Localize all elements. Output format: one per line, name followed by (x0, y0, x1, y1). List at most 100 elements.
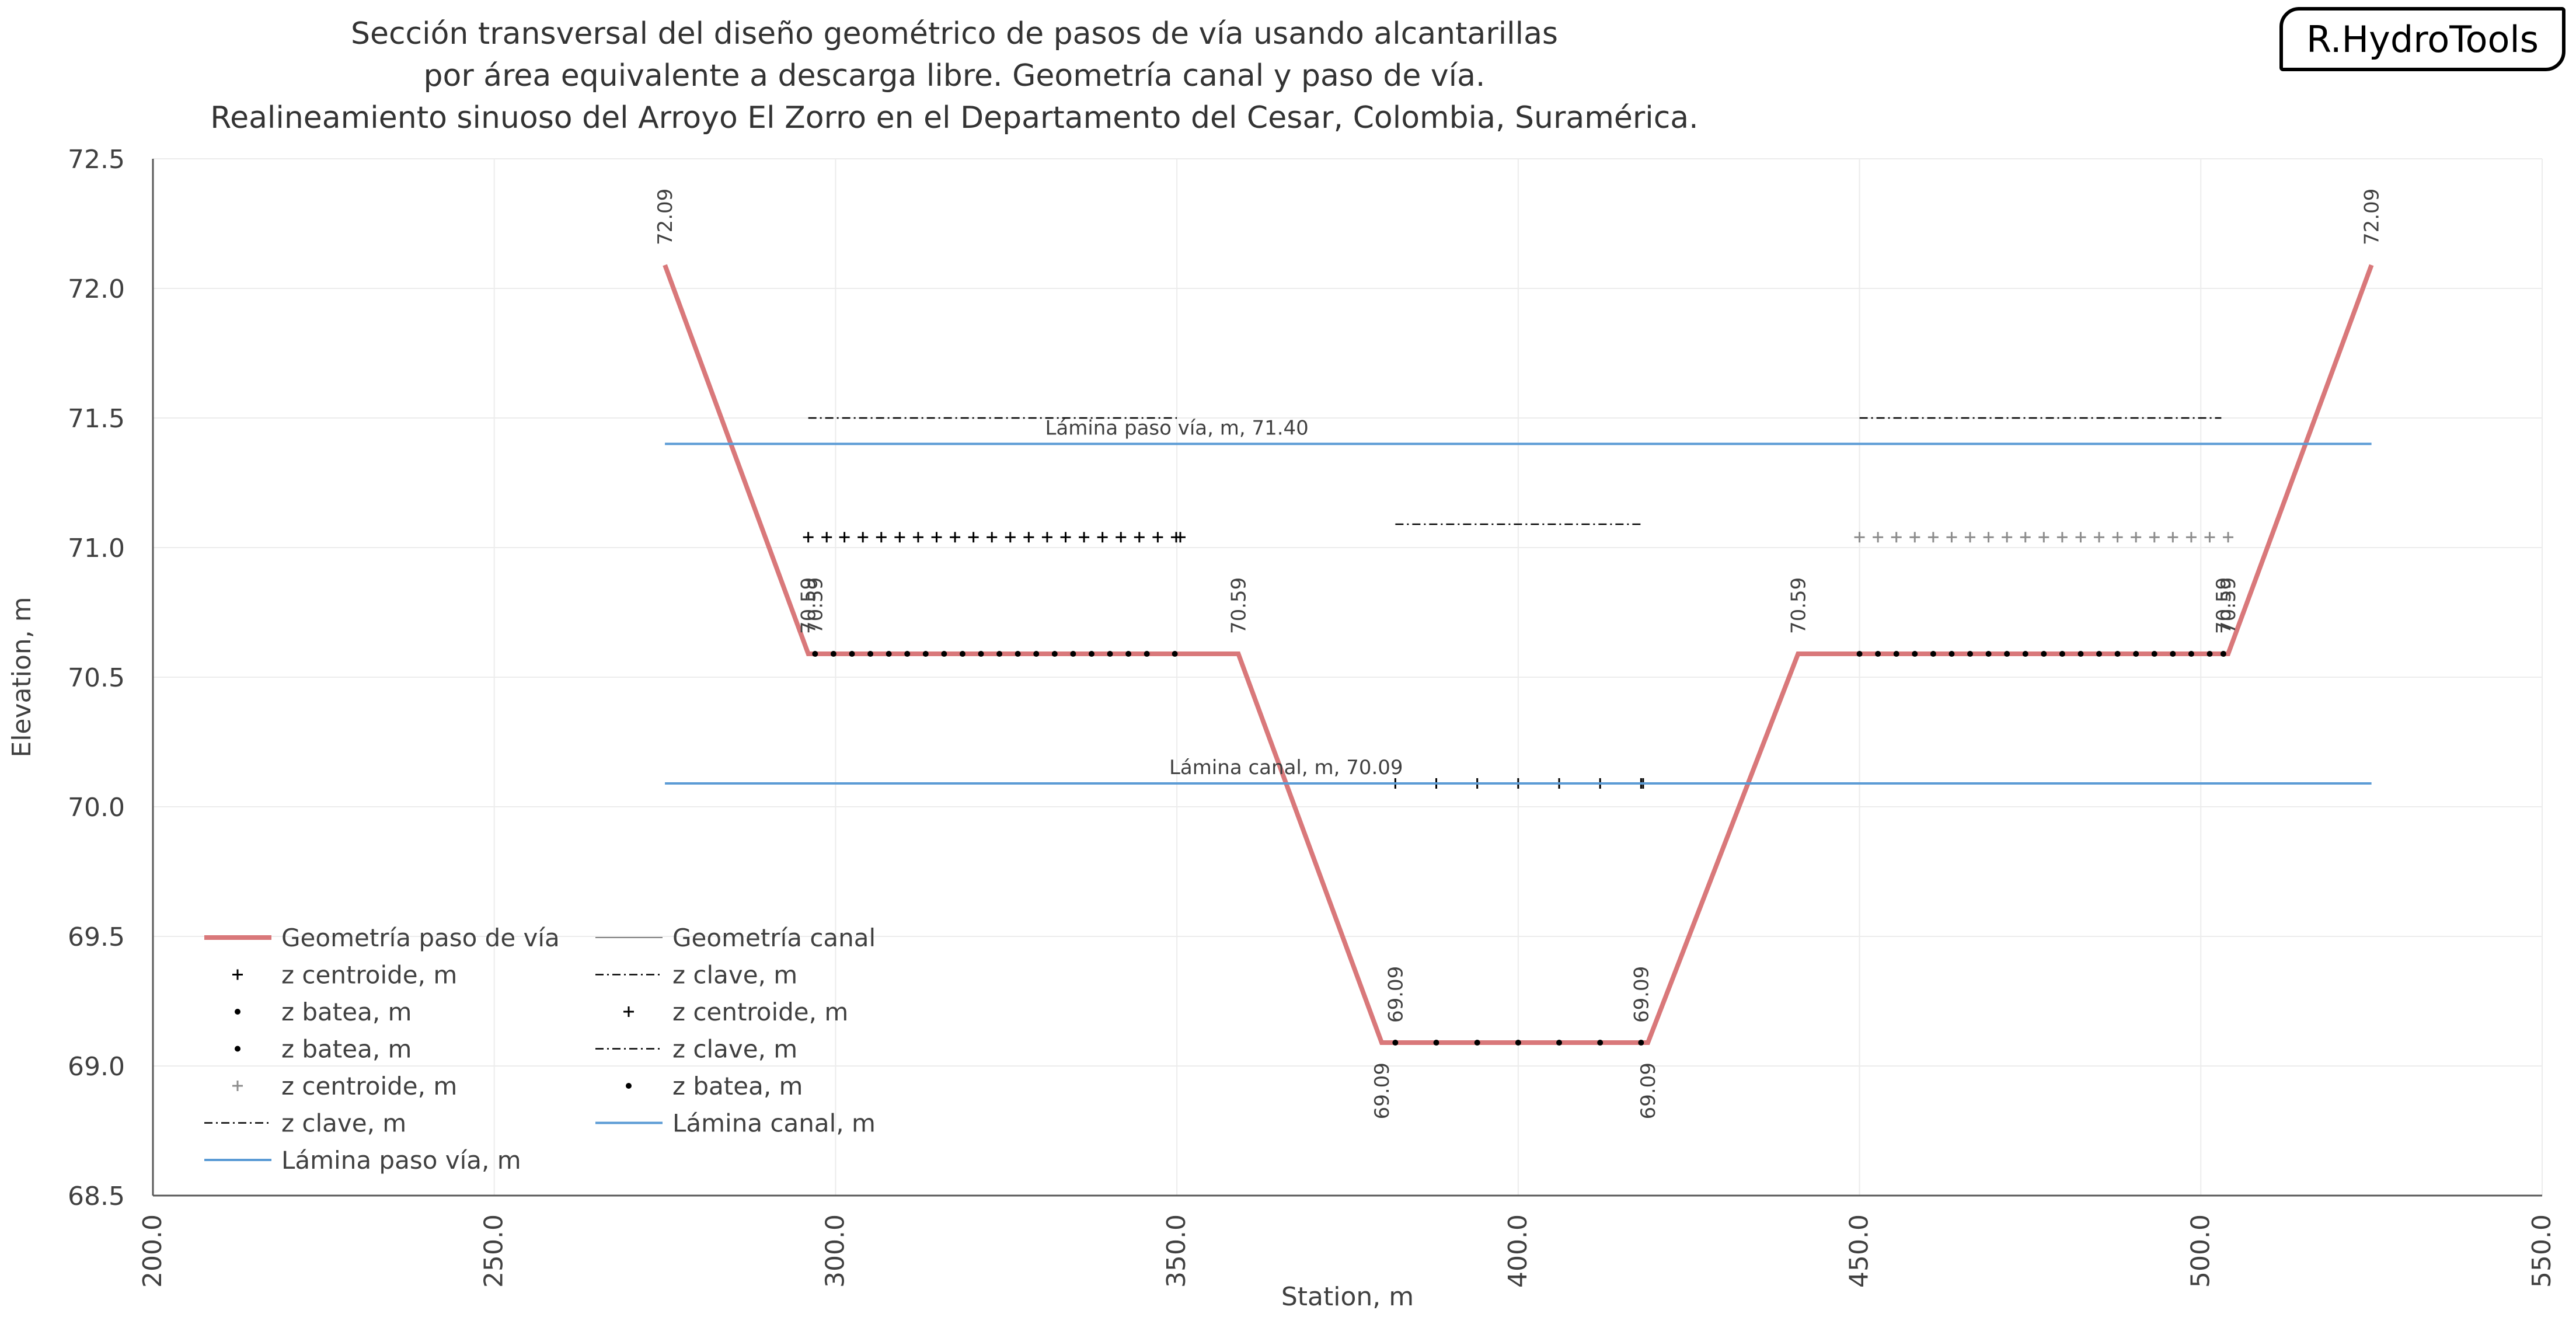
centroid-marker (1983, 532, 1994, 543)
centroid-marker (1060, 532, 1071, 543)
legend-swatch (235, 1009, 240, 1015)
invert-marker (1033, 651, 1040, 657)
grid (152, 158, 2543, 1196)
invert-marker (978, 651, 984, 657)
centroid-marker (1909, 532, 1920, 543)
y-tick-label: 70.5 (68, 663, 125, 693)
series-plus-left (803, 532, 1186, 543)
y-tick-label: 72.5 (68, 145, 125, 175)
point-label: 69.09 (1371, 1062, 1394, 1119)
x-axis-title: Station, m (1281, 1282, 1414, 1312)
centroid-marker (1946, 532, 1957, 543)
invert-marker (2004, 651, 2010, 657)
legend-label: z clave, m (672, 1035, 797, 1064)
invert-marker (1967, 651, 1974, 657)
centroid-marker (968, 532, 979, 543)
legend-item: z centroide, m (232, 1072, 457, 1100)
y-axis-title: Elevation, m (7, 597, 37, 757)
invert-marker (2220, 651, 2226, 657)
series-dot-center (1392, 1040, 1644, 1046)
legend-label: z centroide, m (281, 961, 457, 989)
centroid-marker (1079, 532, 1090, 543)
invert-marker (996, 651, 1003, 657)
legend-item: z centroide, m (232, 961, 457, 989)
legend-item: z batea, m (235, 998, 412, 1026)
invert-marker (1433, 1040, 1439, 1046)
labels: Lámina paso vía, m, 71.40 Lámina canal, m… (654, 189, 2384, 1120)
legend-item: z clave, m (204, 1109, 406, 1138)
point-label: 69.09 (1637, 1062, 1660, 1119)
point-label: 70.59 (1227, 577, 1250, 634)
centroid-marker (2038, 532, 2049, 543)
invert-marker (1125, 651, 1132, 657)
invert-marker (1088, 651, 1094, 657)
series (663, 264, 2374, 1046)
invert-marker (2133, 651, 2139, 657)
legend-label: z clave, m (281, 1109, 406, 1138)
invert-marker (2022, 651, 2028, 657)
chart-title-line-1: Sección transversal del diseño geométric… (350, 16, 1559, 51)
invert-marker (1015, 651, 1021, 657)
x-tick-label: 550.0 (2527, 1214, 2557, 1288)
invert-marker (2170, 651, 2176, 657)
centroid-marker (2167, 532, 2178, 543)
invert-marker (1875, 651, 1881, 657)
series-dot-left (812, 651, 1178, 657)
series-dot-right (1856, 651, 2226, 657)
y-tick-label: 69.5 (68, 922, 125, 952)
centroid-marker (1891, 532, 1902, 543)
point-label: 70.59 (1787, 577, 1810, 634)
centroid-marker (839, 532, 850, 543)
invert-marker (2114, 651, 2121, 657)
invert-marker (959, 651, 965, 657)
x-tick-label: 450.0 (1845, 1214, 1874, 1288)
centroid-marker (876, 532, 887, 543)
legend-swatch (232, 969, 243, 980)
centroid-marker (1152, 532, 1163, 543)
invert-marker (1144, 651, 1150, 657)
invert-marker (1051, 651, 1058, 657)
centroid-marker (987, 532, 998, 543)
invert-marker (1597, 1040, 1604, 1046)
annotation-label: Lámina canal, m, 70.09 (1169, 756, 1403, 779)
point-label: 72.09 (2361, 189, 2384, 245)
legend-item: z clave, m (595, 1035, 797, 1064)
legend-swatch (626, 1083, 632, 1089)
legend-item: z batea, m (235, 1035, 412, 1064)
legend-label: z centroide, m (672, 998, 848, 1026)
centroid-marker (1134, 532, 1145, 543)
legend-item: Geometría canal (595, 924, 876, 952)
centroid-marker (857, 532, 869, 543)
centroid-marker (1174, 532, 1186, 543)
invert-marker (1638, 1040, 1644, 1046)
invert-marker (2151, 651, 2157, 657)
x-tick-label: 350.0 (1162, 1214, 1191, 1288)
invert-marker (941, 651, 947, 657)
legend-label: z centroide, m (281, 1072, 457, 1100)
point-label: 70.59 (2212, 577, 2236, 634)
invert-marker (2077, 651, 2084, 657)
centroid-marker (2149, 532, 2160, 543)
chart-title-line-3: Realineamiento sinuoso del Arroyo El Zor… (210, 100, 1699, 135)
invert-marker (1556, 1040, 1563, 1046)
centroid-marker (1005, 532, 1016, 543)
x-tick-label: 500.0 (2185, 1214, 2215, 1288)
y-tick-label: 70.0 (68, 793, 125, 823)
centroid-marker (894, 532, 905, 543)
centroid-marker (1873, 532, 1884, 543)
invert-marker (2188, 651, 2194, 657)
y-tick-label: 72.0 (68, 274, 125, 304)
invert-marker (1107, 651, 1113, 657)
legend-label: z clave, m (672, 961, 797, 989)
invert-marker (1985, 651, 1992, 657)
invert-marker (1893, 651, 1899, 657)
invert-marker (1392, 1040, 1399, 1046)
legend-label: z batea, m (672, 1072, 803, 1100)
legend-label: z batea, m (281, 998, 412, 1026)
centroid-marker (1854, 532, 1865, 543)
legend-swatch (623, 1006, 634, 1017)
invert-marker (1912, 651, 1918, 657)
centroid-marker (2075, 532, 2086, 543)
legend-swatch (235, 1046, 240, 1052)
